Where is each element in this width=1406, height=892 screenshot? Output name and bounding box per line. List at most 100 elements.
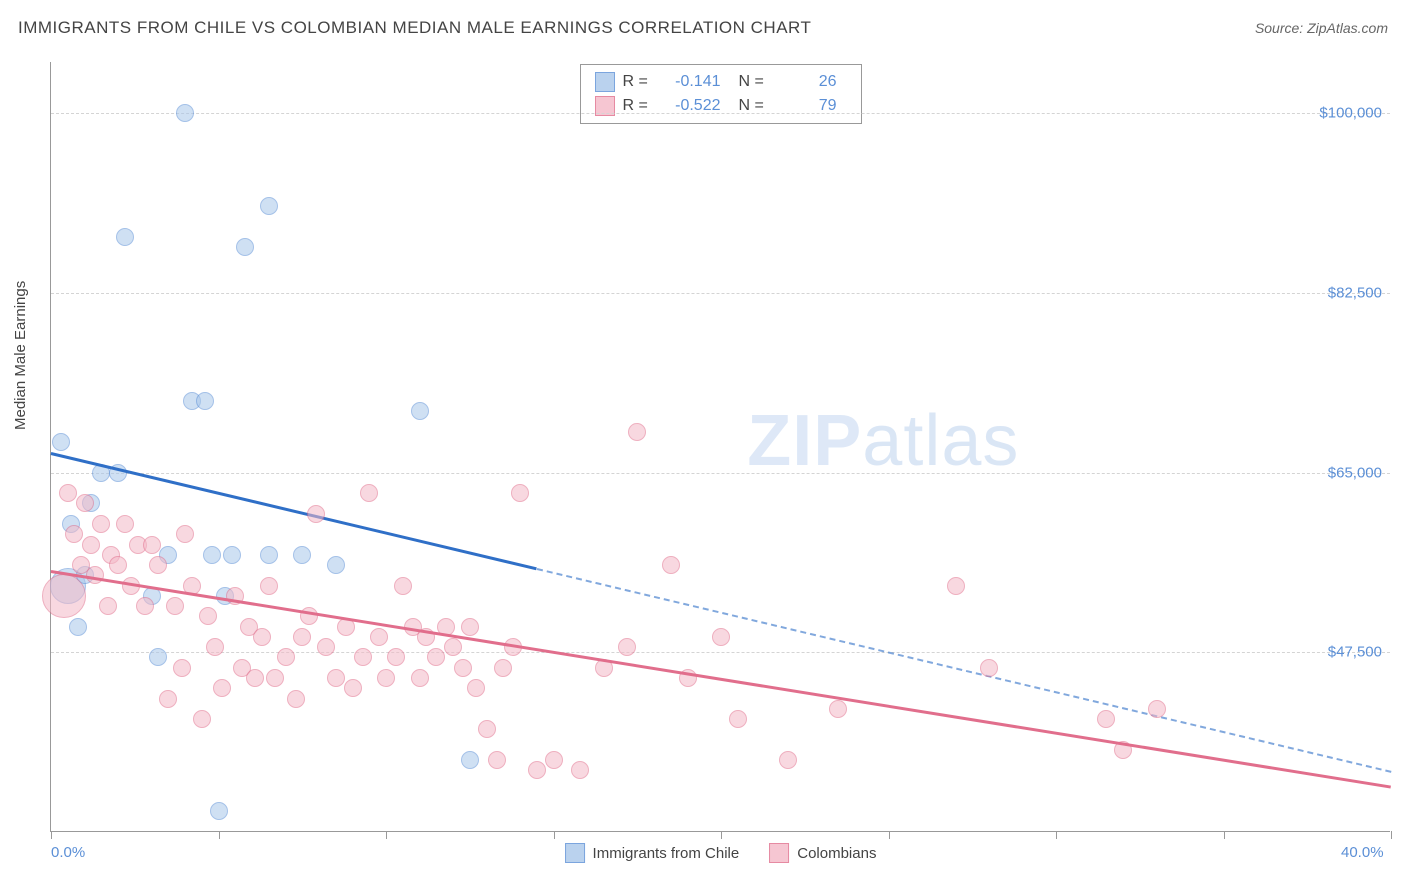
- scatter-point: [199, 607, 217, 625]
- scatter-point: [478, 720, 496, 738]
- legend-r-label: R =: [623, 97, 663, 115]
- y-tick-label: $82,500: [1328, 285, 1382, 302]
- scatter-point: [260, 546, 278, 564]
- series-legend: Immigrants from Chile Colombians: [565, 843, 877, 863]
- scatter-point: [327, 669, 345, 687]
- scatter-point: [360, 484, 378, 502]
- legend-row: R =-0.141N =26: [595, 70, 847, 94]
- scatter-point: [166, 597, 184, 615]
- x-tick: [219, 831, 220, 839]
- scatter-point: [571, 761, 589, 779]
- legend-n-label: N =: [739, 97, 779, 115]
- scatter-point: [213, 679, 231, 697]
- scatter-point: [266, 669, 284, 687]
- scatter-point: [69, 618, 87, 636]
- legend-n-label: N =: [739, 73, 779, 91]
- scatter-point: [980, 659, 998, 677]
- scatter-point: [662, 556, 680, 574]
- scatter-point: [149, 556, 167, 574]
- legend-swatch: [769, 843, 789, 863]
- x-tick: [889, 831, 890, 839]
- scatter-point: [307, 505, 325, 523]
- legend-swatch: [595, 72, 615, 92]
- scatter-point: [779, 751, 797, 769]
- scatter-point: [260, 197, 278, 215]
- scatter-point: [223, 546, 241, 564]
- legend-swatch: [565, 843, 585, 863]
- scatter-point: [193, 710, 211, 728]
- legend-r-label: R =: [623, 73, 663, 91]
- scatter-point: [253, 628, 271, 646]
- legend-n-value: 79: [787, 97, 847, 115]
- x-tick-label: 0.0%: [51, 844, 85, 861]
- scatter-point: [42, 574, 86, 618]
- y-axis-label: Median Male Earnings: [12, 281, 29, 430]
- scatter-point: [149, 648, 167, 666]
- scatter-point: [109, 556, 127, 574]
- scatter-point: [1097, 710, 1115, 728]
- scatter-point: [65, 525, 83, 543]
- scatter-point: [76, 494, 94, 512]
- legend-row: R =-0.522N =79: [595, 94, 847, 118]
- scatter-point: [277, 648, 295, 666]
- scatter-point: [454, 659, 472, 677]
- scatter-point: [159, 690, 177, 708]
- chart-source: Source: ZipAtlas.com: [1255, 20, 1388, 36]
- series-legend-item: Immigrants from Chile: [565, 843, 740, 863]
- scatter-point: [829, 700, 847, 718]
- x-tick: [51, 831, 52, 839]
- scatter-point: [427, 648, 445, 666]
- scatter-point: [203, 546, 221, 564]
- scatter-point: [246, 669, 264, 687]
- gridline: [51, 113, 1390, 114]
- scatter-point: [176, 104, 194, 122]
- plot-area: ZIPatlas R =-0.141N =26R =-0.522N =79 Im…: [50, 62, 1390, 832]
- legend-r-value: -0.141: [671, 73, 731, 91]
- x-tick: [1224, 831, 1225, 839]
- scatter-point: [712, 628, 730, 646]
- scatter-point: [176, 525, 194, 543]
- scatter-point: [370, 628, 388, 646]
- scatter-point: [196, 392, 214, 410]
- scatter-point: [173, 659, 191, 677]
- scatter-point: [411, 669, 429, 687]
- scatter-point: [1148, 700, 1166, 718]
- scatter-point: [92, 515, 110, 533]
- x-tick: [554, 831, 555, 839]
- scatter-point: [327, 556, 345, 574]
- gridline: [51, 652, 1390, 653]
- scatter-point: [354, 648, 372, 666]
- scatter-point: [210, 802, 228, 820]
- scatter-point: [494, 659, 512, 677]
- scatter-point: [293, 546, 311, 564]
- scatter-point: [99, 597, 117, 615]
- scatter-point: [394, 577, 412, 595]
- scatter-point: [618, 638, 636, 656]
- chart-title: IMMIGRANTS FROM CHILE VS COLOMBIAN MEDIA…: [18, 18, 811, 38]
- scatter-point: [136, 597, 154, 615]
- scatter-point: [467, 679, 485, 697]
- scatter-point: [461, 751, 479, 769]
- series-legend-item: Colombians: [769, 843, 876, 863]
- scatter-point: [411, 402, 429, 420]
- y-tick-label: $47,500: [1328, 644, 1382, 661]
- scatter-point: [317, 638, 335, 656]
- scatter-point: [206, 638, 224, 656]
- scatter-point: [511, 484, 529, 502]
- scatter-point: [236, 238, 254, 256]
- scatter-point: [387, 648, 405, 666]
- scatter-point: [528, 761, 546, 779]
- scatter-point: [488, 751, 506, 769]
- scatter-point: [116, 228, 134, 246]
- correlation-legend: R =-0.141N =26R =-0.522N =79: [580, 64, 862, 124]
- scatter-point: [461, 618, 479, 636]
- scatter-point: [377, 669, 395, 687]
- x-tick: [1056, 831, 1057, 839]
- scatter-point: [729, 710, 747, 728]
- scatter-point: [344, 679, 362, 697]
- scatter-point: [52, 433, 70, 451]
- scatter-point: [260, 577, 278, 595]
- scatter-point: [293, 628, 311, 646]
- y-tick-label: $100,000: [1319, 105, 1382, 122]
- scatter-point: [287, 690, 305, 708]
